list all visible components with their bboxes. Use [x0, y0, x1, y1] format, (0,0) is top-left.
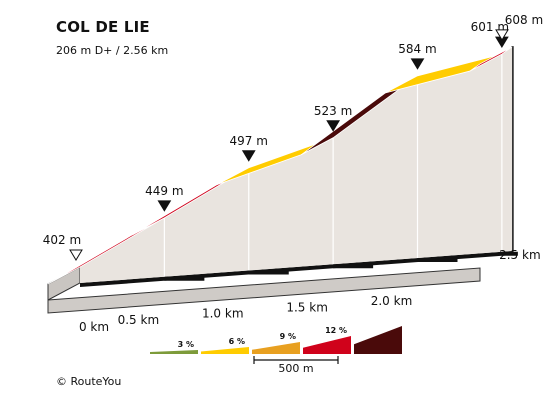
chart-title: COL DE LIE: [56, 18, 150, 36]
x-tick-label: 2.0 km: [371, 294, 413, 308]
x-tick-label: 1.5 km: [286, 300, 328, 314]
profile-segment: [469, 46, 513, 72]
elevation-label: 608 m: [505, 13, 543, 27]
grade-swatch: [201, 347, 249, 354]
grade-swatch: [150, 350, 198, 354]
copyright-credit: © RouteYou: [56, 375, 122, 388]
profile-side-walls: [80, 46, 512, 284]
x-tick-label: 2.5 km: [499, 248, 541, 262]
grade-swatch: [354, 326, 402, 354]
elevation-label: 449 m: [145, 184, 183, 198]
open-triangle-marker-icon: [495, 29, 509, 41]
grade-label: 9 %: [280, 332, 296, 341]
x-tick-label: 1.0 km: [202, 307, 244, 321]
triangle-marker-icon: [326, 120, 341, 132]
profile-top-segments: [47, 46, 513, 285]
profile-left-face: [47, 266, 81, 301]
grade-label: 12 %: [325, 326, 347, 335]
elevation-label: 497 m: [230, 134, 268, 148]
grade-label: 6 %: [229, 337, 245, 346]
open-triangle-marker-icon: [69, 249, 83, 261]
chart-subtitle: 206 m D+ / 2.56 km: [56, 44, 169, 57]
x-tick-label: 0.5 km: [118, 313, 160, 327]
grade-swatch: [252, 342, 300, 354]
elevation-label: 523 m: [314, 104, 352, 118]
profile-front-face: [47, 267, 481, 314]
profile-right-edge: [511, 46, 514, 252]
x-axis-ticks: 0 km 0.5 km 1.0 km 1.5 km 2.0 km 2.5 km: [79, 248, 541, 334]
triangle-marker-icon: [157, 200, 172, 212]
triangle-marker-icon: [241, 150, 256, 162]
tick-base-strip: [333, 264, 374, 269]
tick-base-strip: [248, 270, 289, 275]
tick-base-strip: [501, 251, 518, 256]
triangle-marker-icon: [410, 58, 425, 70]
profile-side-area: [80, 46, 512, 284]
grade-label: 3 %: [178, 340, 194, 349]
elevation-label: 402 m: [43, 233, 81, 247]
grade-legend: 3 % 6 % 9 % 12 % 500 m: [150, 326, 402, 375]
scale-bar-label: 500 m: [278, 362, 313, 375]
grade-swatch: [303, 336, 351, 354]
tick-base-strip: [164, 276, 205, 281]
tick-base-strip: [417, 258, 458, 262]
elevation-label: 584 m: [398, 42, 436, 56]
x-tick-label: 0 km: [79, 320, 109, 334]
